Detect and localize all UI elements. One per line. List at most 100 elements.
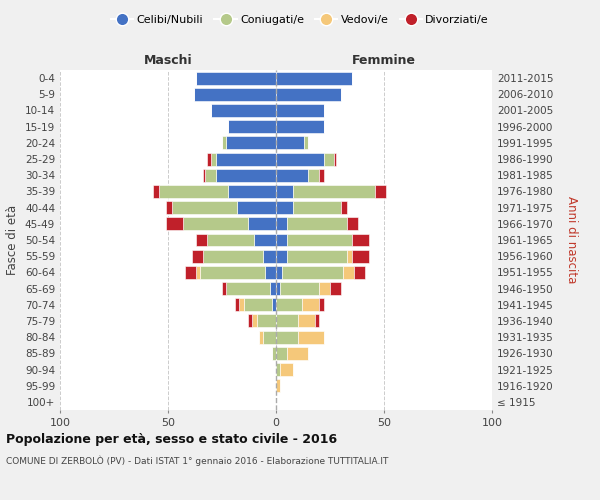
- Bar: [207, 234, 254, 246]
- Bar: [293, 185, 376, 198]
- Bar: [252, 314, 257, 328]
- Bar: [308, 169, 319, 181]
- Bar: [183, 218, 248, 230]
- Bar: [298, 330, 323, 344]
- Bar: [276, 363, 280, 376]
- Bar: [323, 152, 334, 166]
- Bar: [276, 218, 287, 230]
- Bar: [334, 152, 337, 166]
- Bar: [276, 169, 308, 181]
- Bar: [226, 136, 276, 149]
- Bar: [276, 330, 298, 344]
- Bar: [215, 169, 276, 181]
- Bar: [200, 266, 265, 279]
- Legend: Celibi/Nubili, Coniugati/e, Vedovi/e, Divorziati/e: Celibi/Nubili, Coniugati/e, Vedovi/e, Di…: [107, 10, 493, 29]
- Bar: [276, 282, 280, 295]
- Text: Femmine: Femmine: [352, 54, 416, 68]
- Bar: [276, 234, 287, 246]
- Bar: [276, 88, 341, 101]
- Bar: [257, 314, 276, 328]
- Bar: [235, 298, 239, 311]
- Bar: [302, 298, 319, 311]
- Bar: [276, 347, 287, 360]
- Bar: [226, 282, 269, 295]
- Bar: [276, 201, 293, 214]
- Bar: [196, 234, 207, 246]
- Bar: [196, 72, 276, 85]
- Bar: [185, 266, 196, 279]
- Bar: [276, 298, 302, 311]
- Bar: [222, 282, 226, 295]
- Bar: [280, 363, 293, 376]
- Text: COMUNE DI ZERBOLÒ (PV) - Dati ISTAT 1° gennaio 2016 - Elaborazione TUTTITALIA.IT: COMUNE DI ZERBOLÒ (PV) - Dati ISTAT 1° g…: [6, 456, 388, 466]
- Bar: [192, 250, 203, 262]
- Bar: [269, 282, 276, 295]
- Bar: [330, 282, 341, 295]
- Y-axis label: Anni di nascita: Anni di nascita: [565, 196, 578, 284]
- Bar: [276, 104, 323, 117]
- Bar: [160, 185, 229, 198]
- Bar: [248, 314, 252, 328]
- Bar: [211, 104, 276, 117]
- Bar: [376, 185, 386, 198]
- Bar: [254, 234, 276, 246]
- Bar: [287, 218, 347, 230]
- Bar: [153, 185, 160, 198]
- Bar: [293, 201, 341, 214]
- Bar: [298, 314, 315, 328]
- Bar: [237, 201, 276, 214]
- Bar: [244, 298, 272, 311]
- Bar: [287, 250, 347, 262]
- Bar: [276, 152, 323, 166]
- Bar: [283, 266, 343, 279]
- Bar: [287, 234, 352, 246]
- Bar: [222, 136, 226, 149]
- Bar: [272, 347, 276, 360]
- Bar: [343, 266, 354, 279]
- Bar: [263, 250, 276, 262]
- Bar: [203, 250, 263, 262]
- Bar: [352, 250, 369, 262]
- Bar: [280, 282, 319, 295]
- Bar: [347, 250, 352, 262]
- Bar: [319, 298, 323, 311]
- Bar: [315, 314, 319, 328]
- Text: Maschi: Maschi: [143, 54, 193, 68]
- Bar: [172, 201, 237, 214]
- Bar: [276, 120, 323, 133]
- Bar: [207, 152, 211, 166]
- Bar: [196, 266, 200, 279]
- Bar: [276, 185, 293, 198]
- Bar: [319, 282, 330, 295]
- Bar: [347, 218, 358, 230]
- Bar: [259, 330, 263, 344]
- Bar: [166, 201, 172, 214]
- Bar: [215, 152, 276, 166]
- Bar: [229, 120, 276, 133]
- Bar: [239, 298, 244, 311]
- Bar: [211, 152, 215, 166]
- Bar: [304, 136, 308, 149]
- Bar: [205, 169, 215, 181]
- Bar: [248, 218, 276, 230]
- Bar: [276, 250, 287, 262]
- Bar: [203, 169, 205, 181]
- Bar: [319, 169, 323, 181]
- Bar: [276, 266, 283, 279]
- Bar: [276, 379, 280, 392]
- Bar: [276, 314, 298, 328]
- Bar: [272, 298, 276, 311]
- Bar: [354, 266, 365, 279]
- Y-axis label: Fasce di età: Fasce di età: [7, 205, 19, 275]
- Bar: [276, 72, 352, 85]
- Bar: [166, 218, 183, 230]
- Bar: [229, 185, 276, 198]
- Text: Popolazione per età, sesso e stato civile - 2016: Popolazione per età, sesso e stato civil…: [6, 432, 337, 446]
- Bar: [352, 234, 369, 246]
- Bar: [287, 347, 308, 360]
- Bar: [276, 136, 304, 149]
- Bar: [341, 201, 347, 214]
- Bar: [194, 88, 276, 101]
- Bar: [263, 330, 276, 344]
- Bar: [265, 266, 276, 279]
